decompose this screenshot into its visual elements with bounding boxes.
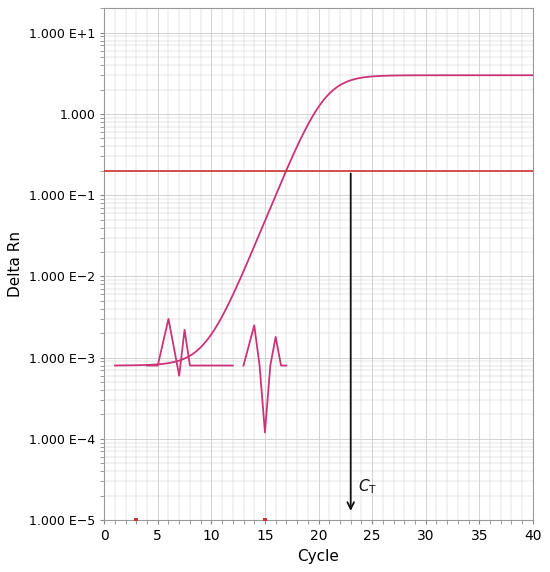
X-axis label: Cycle: Cycle [298,549,339,563]
Text: $C_{\mathrm{T}}$: $C_{\mathrm{T}}$ [358,477,377,495]
Y-axis label: Delta Rn: Delta Rn [8,231,23,297]
